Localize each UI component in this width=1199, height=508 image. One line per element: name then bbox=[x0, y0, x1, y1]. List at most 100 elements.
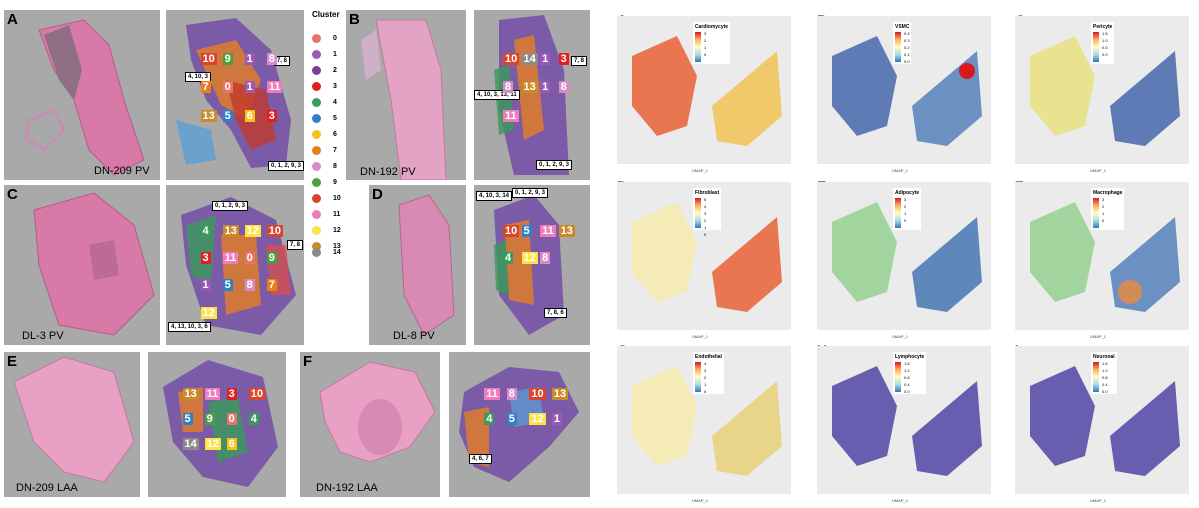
panel-e-he: E DN-209 LAA bbox=[4, 352, 140, 497]
legend-item: 4 bbox=[312, 94, 337, 110]
cluster-number: 9 bbox=[266, 252, 277, 265]
cluster-number: 14 bbox=[521, 52, 538, 65]
cluster-number: 8 bbox=[503, 81, 514, 94]
colorbar-tick: 2 bbox=[1102, 204, 1105, 209]
sample-label: DN-192 PV bbox=[360, 166, 416, 178]
panel-f-clusters: 4, 6, 7 bbox=[449, 352, 590, 497]
umap-panel: C Pericyte 1.5 1.0 0.5 0.0 UMAP_1 bbox=[1003, 10, 1193, 175]
cluster-number: 6 bbox=[244, 110, 255, 123]
cluster-number: 6 bbox=[226, 437, 237, 450]
color-legend: VSMC 0.4 0.3 0.2 0.1 0.0 bbox=[893, 22, 912, 65]
x-axis-label: UMAP_1 bbox=[892, 168, 909, 173]
cluster-map-d bbox=[494, 195, 564, 335]
he-tissue-e bbox=[13, 356, 135, 483]
legend-title: Neuronal bbox=[1093, 354, 1115, 360]
cluster-box: 0, 1, 2, 9, 3 bbox=[212, 201, 249, 211]
panel-letter: C bbox=[7, 186, 18, 203]
legend-swatch bbox=[312, 113, 321, 123]
cluster-number: 9 bbox=[222, 52, 233, 65]
colorbar-tick: 0 bbox=[704, 389, 707, 394]
legend-item: 8 bbox=[312, 158, 337, 174]
colorbar-ticks: 4 3 2 1 0 bbox=[704, 360, 706, 395]
cluster-number: 4 bbox=[484, 412, 495, 425]
legend-title: Pericyte bbox=[1093, 24, 1113, 30]
color-legend: Lymphocyte 1.6 1.2 0.8 0.4 0.0 bbox=[893, 352, 927, 394]
legend-label: 2 bbox=[333, 66, 337, 74]
colorbar-tick: 2 bbox=[704, 218, 707, 223]
colorbar-tick: 1 bbox=[904, 211, 907, 216]
colorbar-tick: 3 bbox=[704, 368, 707, 373]
x-axis-label: UMAP_1 bbox=[1090, 334, 1107, 339]
colorbar-tick: 0.4 bbox=[904, 382, 910, 387]
legend-title: Cardiomycyte bbox=[695, 24, 729, 30]
colorbar-tick: 0.4 bbox=[1102, 382, 1108, 387]
colorbar-tick: 0 bbox=[1102, 218, 1105, 223]
colorbar-ticks: 3 2 1 0 bbox=[904, 196, 906, 224]
colorbar-ticks: 3 2 1 0 bbox=[1102, 196, 1104, 224]
colorbar-tick: 2 bbox=[704, 375, 707, 380]
umap-scatter bbox=[832, 366, 982, 476]
legend-label: 12 bbox=[333, 226, 341, 234]
legend-item: 0 bbox=[312, 30, 337, 46]
legend-label: 7 bbox=[333, 146, 337, 154]
legend-item: 5 bbox=[312, 110, 337, 126]
umap-scatter bbox=[632, 366, 782, 476]
umap-panel: A Cardiomycyte 3 2 1 0 UMAP_1 bbox=[605, 10, 795, 175]
panel-letter: E bbox=[7, 353, 18, 370]
cluster-number: 3 bbox=[558, 52, 569, 65]
colorbar-tick: 0.3 bbox=[904, 38, 910, 43]
umap-panel: D Fibroblast 5 4 3 2 1 0 UMAP_1 bbox=[605, 176, 795, 341]
legend-swatch bbox=[312, 161, 321, 171]
cluster-number: 13 bbox=[558, 225, 575, 237]
cluster-map-e bbox=[163, 360, 278, 487]
legend-item: 6 bbox=[312, 126, 337, 142]
legend-label: 10 bbox=[333, 194, 341, 202]
cluster-number: 7 bbox=[266, 279, 277, 292]
colorbar-tick: 3 bbox=[1102, 197, 1105, 202]
panel-b-clusters: 4, 10, 3, 13, 11 7, 8 0, 1, 2, 9, 3 bbox=[474, 10, 590, 180]
cluster-number: 12 bbox=[244, 225, 261, 237]
cluster-box: 4, 10, 3 bbox=[185, 72, 212, 82]
cluster-box: 0, 1, 2, 9, 3 bbox=[536, 160, 573, 170]
panel-f-he: F DN-192 LAA bbox=[300, 352, 440, 497]
x-axis-label: UMAP_1 bbox=[892, 334, 909, 339]
colorbar-tick: 0 bbox=[704, 52, 707, 57]
color-legend: Neuronal 1.6 1.2 0.8 0.4 0.0 bbox=[1091, 352, 1117, 394]
cluster-number: 1 bbox=[540, 52, 551, 65]
panel-b-he: B DN-192 PV bbox=[346, 10, 466, 180]
x-axis-label: UMAP_1 bbox=[692, 334, 709, 339]
cluster-number: 7 bbox=[200, 81, 211, 94]
cluster-number: 5 bbox=[521, 225, 532, 237]
colorbar-ticks: 0.4 0.3 0.2 0.1 0.0 bbox=[904, 30, 910, 65]
legend-swatch bbox=[312, 65, 321, 75]
colorbar-tick: 1 bbox=[1102, 211, 1105, 216]
legend-item: 10 bbox=[312, 190, 341, 206]
panel-d-clusters: 4, 10, 3, 14 0, 1, 2, 9, 3 7, 8, 6 bbox=[474, 185, 590, 345]
legend-swatch bbox=[312, 209, 321, 219]
colorbar-tick: 3 bbox=[704, 211, 707, 216]
panel-c-clusters: 0, 1, 2, 9, 3 7, 8 4, 13, 10, 3, 6 bbox=[166, 185, 304, 345]
he-tissue-d bbox=[398, 194, 455, 336]
sample-label: DN-192 LAA bbox=[316, 482, 378, 494]
cluster-number: 13 bbox=[182, 388, 199, 401]
cluster-number: 12 bbox=[521, 252, 538, 265]
legend-item: 9 bbox=[312, 174, 337, 190]
cluster-number: 1 bbox=[551, 412, 563, 425]
cluster-number: 12 bbox=[529, 412, 546, 425]
legend-swatch bbox=[312, 193, 321, 203]
colorbar-ticks: 1.5 1.0 0.5 0.0 bbox=[1102, 30, 1108, 58]
cluster-box: 4, 10, 3, 13, 11 bbox=[474, 90, 520, 100]
colorbar-tick: 0.0 bbox=[1102, 52, 1108, 57]
colorbar-tick: 0.8 bbox=[904, 375, 910, 380]
cluster-number: 0 bbox=[226, 412, 237, 425]
legend-item: 13 bbox=[312, 238, 341, 254]
colorbar-tick: 1.6 bbox=[904, 361, 910, 366]
x-axis-label: UMAP_1 bbox=[892, 498, 909, 503]
he-tissue-f bbox=[319, 361, 436, 463]
legend-item: 12 bbox=[312, 222, 341, 238]
colorbar bbox=[695, 362, 701, 392]
cluster-number: 13 bbox=[551, 388, 569, 401]
cluster-number: 1 bbox=[200, 279, 211, 292]
cluster-number: 3 bbox=[200, 252, 211, 265]
cluster-number: 5 bbox=[222, 279, 233, 292]
